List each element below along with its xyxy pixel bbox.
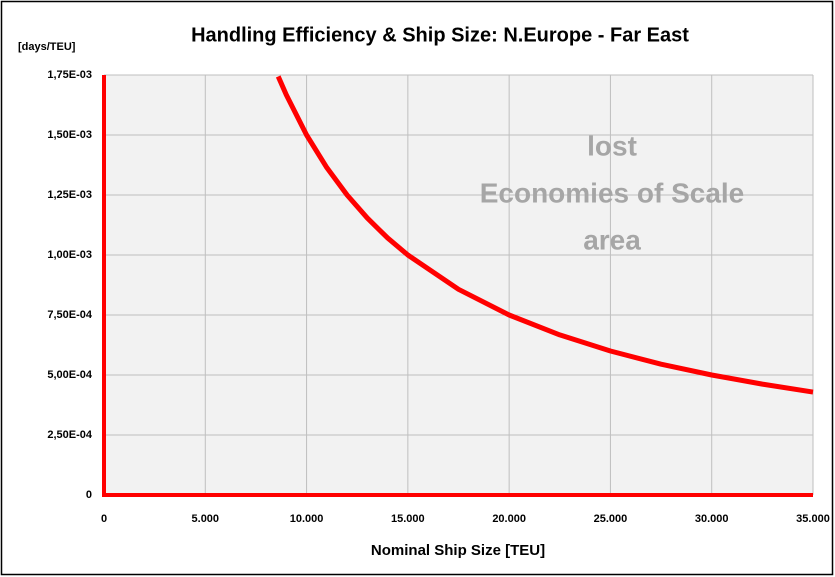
x-tick-label: 0 xyxy=(101,513,107,525)
annotation: lost xyxy=(587,130,637,161)
x-tick-label: 35.000 xyxy=(796,513,830,525)
x-tick-label: 30.000 xyxy=(695,513,729,525)
annotation: area xyxy=(583,224,641,255)
x-tick-label: 20.000 xyxy=(492,513,526,525)
curve xyxy=(275,75,814,395)
y-tick-label: 1,50E-03 xyxy=(47,129,92,141)
plot-area xyxy=(104,75,813,495)
y-tick-label: 1,00E-03 xyxy=(47,249,92,261)
y-tick-label: 0 xyxy=(86,489,92,501)
x-tick-label: 25.000 xyxy=(594,513,628,525)
x-tick-label: 10.000 xyxy=(290,513,324,525)
chart-title: Handling Efficiency & Ship Size: N.Europ… xyxy=(191,24,689,46)
y-tick-label: 1,25E-03 xyxy=(47,189,92,201)
x-tick-label: 5.000 xyxy=(192,513,220,525)
x-tick-label: 15.000 xyxy=(391,513,425,525)
y-tick-label: 5,00E-04 xyxy=(47,369,93,381)
x-axis-label: Nominal Ship Size [TEU] xyxy=(371,542,545,559)
annotation: Economies of Scale xyxy=(480,177,745,208)
y-tick-label: 1,75E-03 xyxy=(47,69,92,81)
y-tick-label: 2,50E-04 xyxy=(47,429,93,441)
y-unit-label: [days/TEU] xyxy=(18,41,76,53)
y-tick-label: 7,50E-04 xyxy=(47,309,93,321)
